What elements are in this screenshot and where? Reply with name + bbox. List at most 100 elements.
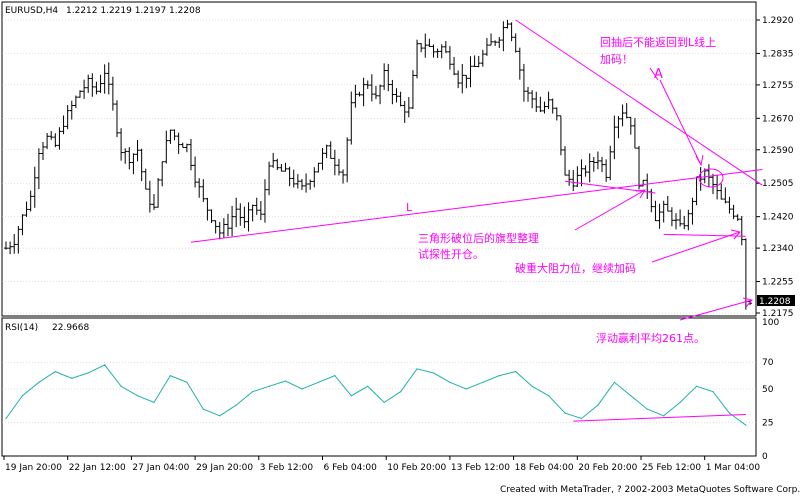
ohlc-bar [542, 101, 547, 114]
ohlc-bar [382, 63, 387, 90]
ohlc-bar [147, 180, 152, 213]
ohlc-bar [505, 19, 510, 29]
rsi-point [679, 401, 681, 403]
ohlc-bar [628, 116, 633, 135]
ohlc-bar [546, 91, 551, 109]
x-tick-label: 18 Feb 04:00 [515, 463, 574, 473]
rsi-point [87, 372, 89, 374]
ohlc-bar [82, 79, 87, 99]
circle-mark [698, 168, 724, 188]
ohlc-bar [715, 174, 720, 200]
ohlc-bar [4, 241, 8, 250]
ohlc-bar [131, 153, 136, 175]
rsi-panel-frame [1, 317, 757, 457]
rsi-point [745, 424, 747, 426]
price-tick-label: 1.2590 [762, 146, 794, 156]
rsi-point [153, 401, 155, 403]
rsi-point [663, 415, 665, 417]
ohlc-bar [608, 145, 613, 181]
ohlc-bar [563, 146, 568, 176]
ohlc-bar [262, 179, 267, 223]
rsi-point [432, 372, 435, 374]
ohlc-bar [480, 49, 485, 67]
chart-ohlc: 1.2212 1.2219 1.2197 1.2208 [66, 6, 201, 16]
ohlc-bar [637, 145, 642, 190]
ohlc-bar [328, 141, 333, 159]
ohlc-bar [316, 162, 321, 173]
price-bars [4, 19, 752, 310]
ohlc-bar [616, 115, 621, 139]
ohlc-bar [513, 33, 518, 53]
ohlc-bar [188, 138, 193, 171]
ohlc-bar [423, 33, 428, 58]
ohlc-bar [394, 88, 399, 103]
ohlc-bar [526, 86, 531, 102]
ohlc-bar [250, 204, 255, 222]
rsi-point [317, 381, 319, 383]
ohlc-bar [336, 158, 341, 176]
ohlc-bar [620, 104, 625, 127]
ohlc-bar [353, 84, 358, 108]
ohlc-bar [669, 207, 674, 227]
rsi-point [695, 385, 698, 387]
x-tick-label: 27 Jan 04:00 [132, 463, 189, 473]
ohlc-bar [320, 147, 325, 170]
ohlc-bar [415, 39, 420, 79]
flag-support [663, 233, 746, 237]
ohlc-bar [739, 215, 744, 246]
ohlc-bar [65, 105, 70, 130]
rsi-point [630, 395, 632, 397]
ohlc-bar [246, 202, 251, 232]
ohlc-bar [641, 179, 646, 187]
rsi-point [5, 417, 7, 420]
x-axis: 19 Jan 20:00 22 Jan 12:00 27 Jan 04:00 29 J… [3, 456, 760, 473]
annotation-add-position: 加码！ [600, 53, 633, 66]
ohlc-bar [127, 147, 132, 170]
ohlc-bar [711, 173, 716, 195]
rsi-tick-label: 70 [762, 358, 774, 368]
rsi-tick-label: 25 [762, 419, 773, 429]
ohlc-bar [402, 100, 407, 123]
ohlc-bar [530, 90, 535, 109]
ohlc-bar [591, 157, 596, 172]
ohlc-bar [16, 225, 21, 254]
ohlc-bar [12, 234, 17, 254]
ohlc-bar [694, 176, 699, 206]
ohlc-bar [579, 159, 584, 187]
ohlc-bar [324, 144, 329, 159]
ohlc-bar [509, 22, 514, 42]
ohlc-bar [558, 115, 563, 156]
rsi-point [350, 395, 352, 397]
ohlc-bar [497, 37, 502, 49]
rsi-point [54, 370, 56, 373]
annotation-line-l: L [406, 201, 413, 214]
rsi-point [482, 381, 484, 383]
x-tick-label: 3 Feb 12:00 [260, 463, 314, 473]
rsi-point [268, 385, 270, 387]
ohlc-bar [184, 143, 189, 153]
x-tick-label: 20 Feb 20:00 [578, 463, 637, 473]
ohlc-bar [94, 81, 99, 95]
rsi-point [219, 415, 221, 417]
ohlc-bar [600, 156, 605, 173]
rsi-point [531, 385, 533, 387]
ohlc-bar [665, 196, 670, 212]
ohlc-bar [435, 48, 440, 58]
ohlc-bar [135, 139, 140, 162]
rsi-point [186, 381, 188, 383]
ohlc-bar [172, 129, 177, 141]
rsi-point [515, 370, 517, 373]
annotation-profit: 浮动赢利平均261点。 [596, 331, 705, 345]
ohlc-bar [464, 74, 469, 89]
ohlc-bar [73, 95, 78, 109]
x-tick-label: 29 Jan 20:00 [196, 463, 253, 473]
ohlc-bar [90, 73, 95, 97]
ohlc-bar [151, 194, 156, 210]
ohlc-bar [275, 158, 280, 171]
ohlc-bar [661, 200, 666, 223]
arrowhead-circle [695, 154, 704, 167]
ohlc-bar [40, 141, 45, 161]
ohlc-bar [312, 167, 317, 188]
ohlc-bar [489, 33, 494, 46]
ohlc-bar [176, 132, 181, 154]
